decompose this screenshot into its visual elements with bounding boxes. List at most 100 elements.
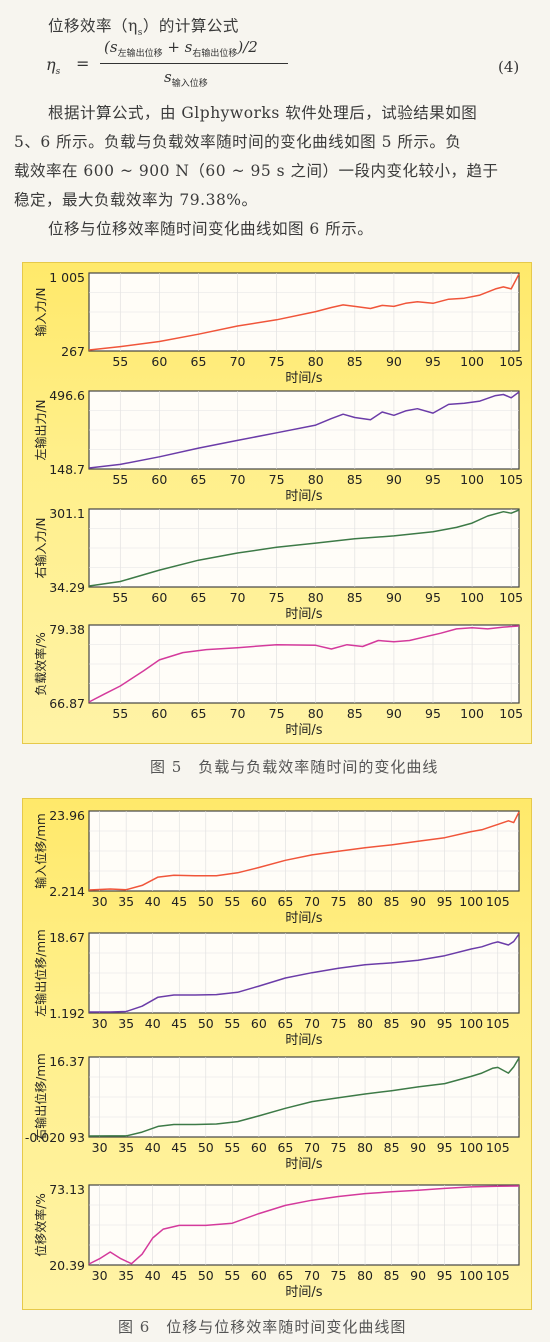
x-tick-label: 75 xyxy=(269,472,285,487)
fraction-bar xyxy=(100,63,288,64)
y-axis-label: 负载效率/% xyxy=(33,632,48,695)
paragraph-line-5: 位移与位移效率随时间变化曲线如图 6 所示。 xyxy=(48,220,374,238)
x-tick-label: 100 xyxy=(459,1016,483,1031)
x-tick-label: 45 xyxy=(171,1016,187,1031)
x-tick-label: 70 xyxy=(230,472,246,487)
x-tick-label: 55 xyxy=(112,590,128,605)
x-tick-label: 55 xyxy=(112,472,128,487)
y-max-label: 79.38 xyxy=(49,622,85,637)
paragraph-line-4: 稳定，最大负载效率为 79.38%。 xyxy=(14,191,258,209)
x-tick-label: 100 xyxy=(460,590,484,605)
data-series-line xyxy=(88,273,520,351)
x-tick-label: 85 xyxy=(384,894,400,909)
x-tick-label: 55 xyxy=(112,354,128,369)
x-tick-label: 75 xyxy=(331,1140,347,1155)
figure-5: 1 005 267 输入力/N 55 60 65 70 75 80 85 90 95 100 105 时间/… xyxy=(22,262,532,744)
figure-6-caption: 图 6 位移与位移效率随时间变化曲线图 xyxy=(118,1318,407,1336)
x-axis-label: 时间/s xyxy=(285,489,322,504)
x-tick-label: 65 xyxy=(277,1016,293,1031)
x-tick-label: 85 xyxy=(347,354,363,369)
y-max-label: 18.67 xyxy=(49,930,85,945)
x-tick-label: 75 xyxy=(331,1268,347,1283)
y-max-label: 496.6 xyxy=(49,388,85,403)
x-tick-label: 60 xyxy=(151,354,167,369)
x-tick-label: 75 xyxy=(331,894,347,909)
y-max-label: 301.1 xyxy=(49,506,85,521)
x-tick-label: 100 xyxy=(459,1268,483,1283)
x-tick-label: 80 xyxy=(357,1016,373,1031)
x-tick-label: 65 xyxy=(277,1140,293,1155)
x-tick-label: 105 xyxy=(499,590,523,605)
x-tick-label: 90 xyxy=(386,472,402,487)
x-tick-label: 95 xyxy=(437,1016,453,1031)
x-tick-label: 65 xyxy=(277,894,293,909)
x-tick-label: 45 xyxy=(171,1268,187,1283)
x-tick-label: 60 xyxy=(251,1016,267,1031)
figure-6: 23.96 2.214 输入位移/mm 30 35 40 45 50 55 60 65 70 75 80 8… xyxy=(22,798,532,1310)
x-tick-label: 80 xyxy=(308,354,324,369)
x-tick-label: 60 xyxy=(151,472,167,487)
x-tick-label: 30 xyxy=(92,1268,108,1283)
x-tick-label: 80 xyxy=(308,706,324,721)
x-tick-label: 70 xyxy=(304,1140,320,1155)
y-min-label: 20.39 xyxy=(49,1258,85,1273)
x-tick-label: 70 xyxy=(230,590,246,605)
x-tick-label: 105 xyxy=(499,354,523,369)
x-tick-label: 35 xyxy=(118,1140,134,1155)
x-tick-label: 50 xyxy=(198,894,214,909)
y-max-label: 16.37 xyxy=(49,1054,85,1069)
x-tick-label: 60 xyxy=(251,894,267,909)
x-tick-label: 105 xyxy=(499,706,523,721)
x-tick-label: 85 xyxy=(347,706,363,721)
x-tick-label: 65 xyxy=(277,1268,293,1283)
x-tick-label: 60 xyxy=(251,1268,267,1283)
data-series-line xyxy=(88,509,520,587)
x-tick-label: 70 xyxy=(304,1268,320,1283)
x-tick-label: 75 xyxy=(269,590,285,605)
data-series-line xyxy=(88,391,520,469)
data-series-line xyxy=(88,625,520,703)
x-tick-label: 100 xyxy=(460,472,484,487)
x-tick-label: 90 xyxy=(410,1016,426,1031)
y-max-label: 23.96 xyxy=(49,808,85,823)
x-tick-label: 40 xyxy=(145,1140,161,1155)
x-tick-label: 35 xyxy=(118,894,134,909)
x-tick-label: 90 xyxy=(410,1140,426,1155)
x-tick-label: 65 xyxy=(191,472,207,487)
x-tick-label: 65 xyxy=(191,706,207,721)
x-tick-label: 40 xyxy=(145,894,161,909)
y-axis-label: 位移效率/% xyxy=(33,1193,48,1256)
x-tick-label: 40 xyxy=(145,1268,161,1283)
x-tick-label: 100 xyxy=(460,706,484,721)
x-tick-label: 75 xyxy=(331,1016,347,1031)
y-min-label: 267 xyxy=(61,344,85,359)
data-series-line xyxy=(88,1057,520,1137)
y-axis-label: 左输出力/N xyxy=(33,399,48,460)
x-tick-label: 95 xyxy=(425,590,441,605)
paragraph-line-2: 5、6 所示。负载与负载效率随时间的变化曲线如图 5 所示。负 xyxy=(14,133,462,151)
equation-number: (4) xyxy=(498,58,520,76)
x-tick-label: 55 xyxy=(112,706,128,721)
x-tick-label: 105 xyxy=(499,472,523,487)
x-tick-label: 45 xyxy=(171,894,187,909)
x-tick-label: 70 xyxy=(304,894,320,909)
x-axis-label: 时间/s xyxy=(285,1157,322,1172)
x-tick-label: 55 xyxy=(224,1140,240,1155)
x-axis-label: 时间/s xyxy=(285,1033,322,1048)
x-tick-label: 80 xyxy=(308,472,324,487)
x-tick-label: 75 xyxy=(269,706,285,721)
x-tick-label: 50 xyxy=(198,1140,214,1155)
x-tick-label: 80 xyxy=(357,1140,373,1155)
x-tick-label: 105 xyxy=(486,1016,510,1031)
x-tick-label: 85 xyxy=(384,1016,400,1031)
x-axis-label: 时间/s xyxy=(285,371,322,386)
x-tick-label: 85 xyxy=(384,1140,400,1155)
y-max-label: 1 005 xyxy=(49,270,85,285)
